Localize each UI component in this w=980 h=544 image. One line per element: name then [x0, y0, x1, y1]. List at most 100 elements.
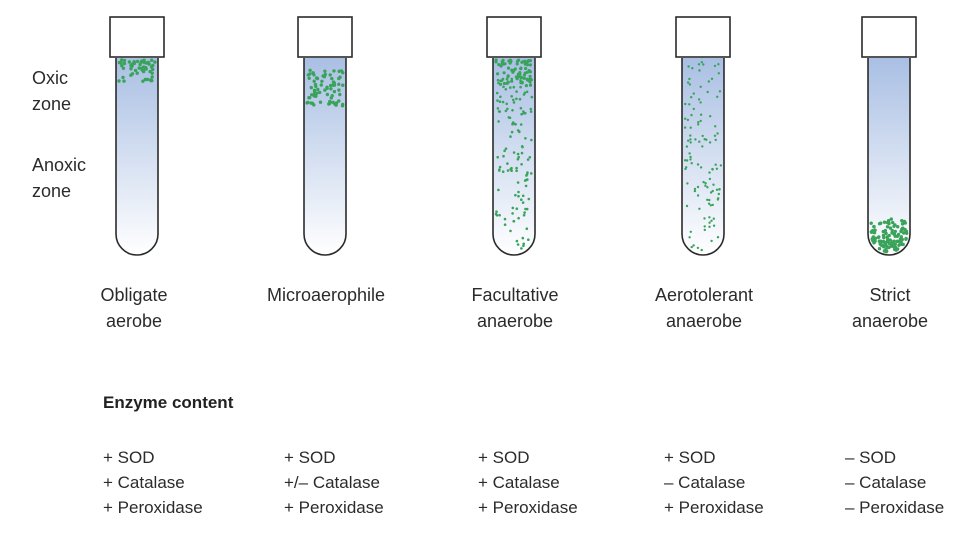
bacteria-dot [893, 223, 897, 227]
bacteria-dot [709, 115, 712, 118]
bacteria-dot [717, 62, 720, 66]
bacteria-dot [503, 62, 507, 66]
tube-outline [681, 58, 725, 256]
bacteria-dot [882, 236, 886, 240]
bacteria-dot [516, 152, 520, 156]
bacteria-dot [135, 71, 139, 75]
bacteria-dot [524, 66, 528, 71]
bacteria-dot [520, 151, 524, 155]
bacteria-dot [506, 107, 509, 111]
bacteria-dot [522, 93, 526, 96]
tube-label-line2: anaerobe [476, 311, 554, 331]
bacteria-dot [900, 219, 904, 223]
bacteria-dot [496, 99, 499, 102]
bacteria-dot [122, 79, 126, 83]
enzyme-peroxidase: + Peroxidase [284, 498, 384, 517]
bacteria-dot [130, 72, 135, 76]
enzyme-sod: + SOD [284, 448, 336, 467]
bacteria-dot [712, 183, 715, 186]
bacteria-dot [506, 169, 510, 172]
enzyme-column-facultative-anaerobe: + SOD + Catalase + Peroxidase [478, 445, 578, 520]
bacteria-dot [522, 244, 525, 248]
bacteria-dot [689, 126, 692, 129]
bacteria-dot [496, 78, 500, 82]
bacteria-dot [890, 228, 894, 233]
bacteria-dot [702, 63, 705, 66]
bacteria-dot [707, 202, 711, 205]
bacteria-dot [522, 73, 527, 77]
bacteria-dot [885, 249, 889, 253]
bacteria-dot [334, 103, 338, 107]
bacteria-dot [515, 207, 519, 210]
bacteria-dot [869, 221, 873, 225]
oxic-zone-label: Oxic zone [32, 65, 71, 117]
bacteria-dot [527, 238, 530, 241]
bacteria-dot [515, 62, 519, 66]
bacteria-growth [683, 61, 723, 252]
bacteria-dot [708, 171, 711, 174]
bacteria-dot [509, 229, 512, 233]
bacteria-dot [323, 88, 327, 92]
bacteria-dot [497, 63, 501, 67]
bacteria-dot [888, 226, 893, 230]
bacteria-dot [711, 203, 714, 207]
bacteria-dot [150, 75, 154, 79]
bacteria-dot [516, 129, 520, 132]
tube-label-line1: Obligate [100, 285, 168, 305]
bacteria-dot [510, 79, 514, 83]
bacteria-dot [709, 204, 712, 207]
anoxic-zone-label-line1: Anoxic [32, 155, 87, 175]
bacteria-dot [521, 236, 525, 240]
bacteria-dot [308, 96, 312, 100]
bacteria-dot [893, 234, 897, 238]
tube-medium [682, 58, 724, 255]
bacteria-dot [528, 63, 533, 67]
bacteria-dot [686, 81, 690, 84]
bacteria-dot [687, 65, 690, 68]
bacteria-dot [501, 78, 504, 82]
bacteria-dot [693, 189, 697, 193]
bacteria-dot [497, 81, 500, 85]
tube-label-line2: aerobe [105, 311, 163, 331]
bacteria-dot [528, 59, 533, 63]
bacteria-dot [525, 61, 529, 65]
bacteria-dot [699, 119, 702, 123]
enzyme-catalase: + Catalase [103, 473, 185, 492]
oxic-zone-label-line2: zone [32, 94, 72, 114]
bacteria-dot [502, 85, 505, 89]
bacteria-dot [715, 167, 719, 170]
bacteria-dot [529, 110, 533, 113]
bacteria-dot [690, 162, 693, 165]
bacteria-dot [495, 91, 499, 95]
bacteria-dot [144, 65, 148, 70]
bacteria-dot [713, 134, 717, 137]
bacteria-dot [525, 207, 529, 211]
bacteria-dot [341, 83, 345, 87]
bacteria-dot [527, 197, 531, 201]
bacteria-dot [696, 163, 700, 166]
bacteria-dot [504, 109, 508, 113]
bacteria-dot [501, 170, 505, 173]
bacteria-dot [883, 241, 888, 246]
bacteria-dot [325, 92, 330, 97]
bacteria-dot [520, 247, 523, 250]
anoxic-zone-label-line2: zone [32, 181, 72, 201]
bacteria-dot [517, 190, 520, 194]
bacteria-dot [148, 69, 152, 74]
bacteria-dot [696, 194, 700, 197]
bacteria-dot [517, 155, 520, 159]
bacteria-dot [716, 132, 719, 135]
bacteria-dot [700, 61, 703, 64]
bacteria-dot [704, 182, 707, 185]
bacteria-dot [515, 77, 519, 81]
bacteria-dot [147, 62, 151, 66]
bacteria-dot [697, 98, 701, 101]
bacteria-dot [701, 145, 704, 148]
bacteria-dot [512, 151, 516, 154]
bacteria-dot [711, 189, 714, 193]
bacteria-dot [696, 185, 700, 189]
bacteria-dot [904, 229, 909, 234]
bacteria-dot [523, 77, 526, 80]
bacteria-dot [129, 67, 133, 71]
bacteria-dot [525, 173, 529, 176]
